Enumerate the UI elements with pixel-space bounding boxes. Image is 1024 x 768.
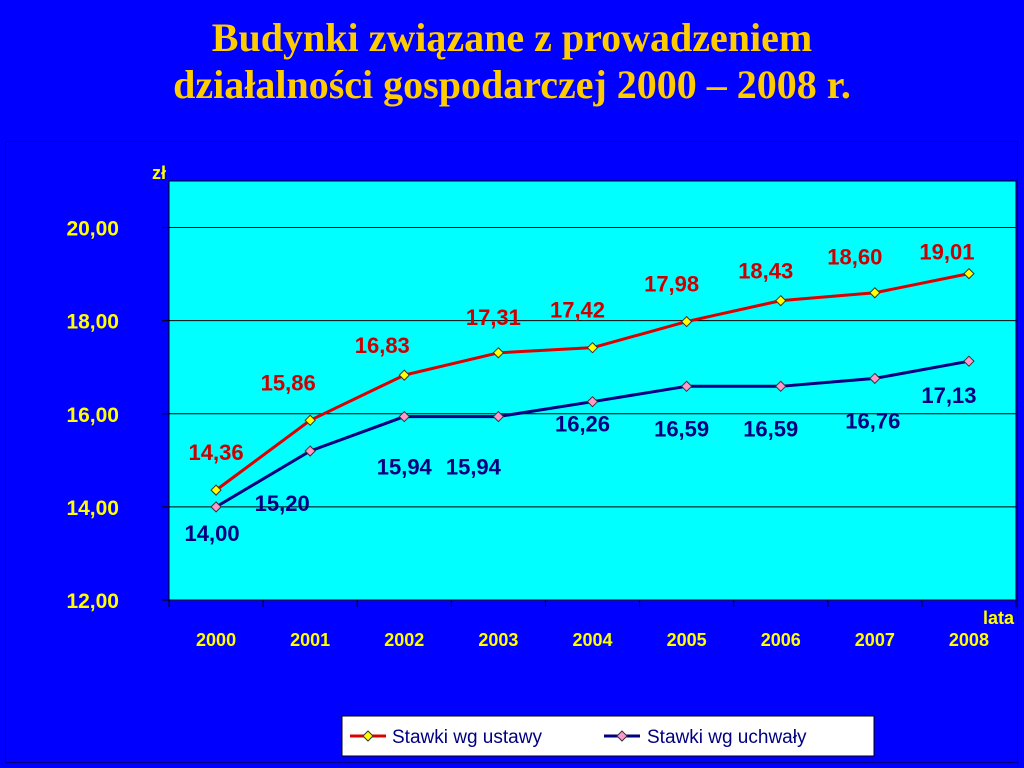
x-tick-label: 2006: [761, 630, 801, 650]
data-label: 16,83: [355, 333, 410, 358]
line-chart: 12,00 14,00 16,00 18,00 20,00 2000 2001 2002 200…: [66, 163, 1017, 757]
data-label: 15,20: [255, 491, 310, 516]
legend-swatch-marker: [616, 730, 628, 742]
slide-title-line-1: Budynki związane z prowadzeniem: [211, 15, 813, 60]
data-label: 15,86: [261, 370, 316, 395]
slide-title: Budynki związane z prowadzeniem działaln…: [0, 14, 1024, 108]
x-axis-unit-label: lata: [983, 608, 1015, 628]
data-point-marker: [775, 294, 787, 307]
data-point-marker: [304, 414, 316, 427]
y-tick-label: 20,00: [66, 218, 119, 241]
x-tick-label: 2008: [949, 630, 989, 650]
data-point-marker: [869, 372, 881, 385]
data-point-marker: [210, 501, 222, 513]
data-point-marker: [398, 410, 410, 423]
slide-title-line-2: działalności gospodarczej 2000 – 2008 r.: [173, 62, 851, 107]
data-point-marker: [963, 355, 975, 367]
data-label: 17,13: [921, 383, 976, 408]
data-point-marker: [586, 395, 599, 408]
y-axis-unit-label: zł: [152, 163, 166, 183]
y-tick-label: 12,00: [66, 590, 119, 613]
data-label: 19,01: [919, 240, 974, 265]
data-label: 17,98: [644, 272, 699, 297]
data-label: 15,94: [377, 455, 433, 480]
data-point-marker: [398, 369, 410, 381]
data-label: 17,31: [466, 305, 521, 330]
data-point-marker: [210, 484, 222, 496]
data-point-marker: [963, 267, 975, 280]
plot-area: [168, 180, 1017, 601]
y-tick-label: 16,00: [66, 404, 119, 427]
data-label: 18,43: [738, 259, 793, 284]
data-point-marker: [586, 341, 599, 354]
x-tick-label: 2000: [196, 630, 236, 650]
data-point-marker: [680, 380, 693, 393]
data-label: 17,42: [550, 298, 605, 323]
data-label: 16,76: [845, 408, 900, 433]
x-tick-label: 2001: [290, 630, 330, 650]
x-tick-label: 2005: [667, 630, 707, 650]
data-label: 16,59: [743, 416, 798, 441]
data-label: 16,59: [654, 416, 709, 441]
x-tick-label: 2004: [572, 630, 612, 650]
legend-entry-label: Stawki wg ustawy: [392, 727, 542, 748]
x-tick-label: 2003: [478, 630, 518, 650]
y-tick-label: 14,00: [66, 497, 119, 520]
x-tick-label: 2007: [855, 630, 895, 650]
legend-swatch-marker: [362, 730, 374, 742]
y-tick-label: 18,00: [66, 311, 119, 334]
data-label: 14,36: [189, 440, 244, 465]
data-label: 16,26: [555, 412, 610, 437]
data-label: 18,60: [827, 245, 882, 270]
chart-frame: 12,00 14,00 16,00 18,00 20,00 2000 2001 2002 200…: [5, 141, 1018, 763]
x-tick-label: 2002: [384, 630, 424, 650]
data-point-marker: [869, 287, 881, 299]
data-point-marker: [492, 347, 505, 359]
data-label: 15,94: [446, 455, 502, 480]
data-point-marker: [492, 410, 505, 423]
data-label: 14,00: [185, 521, 240, 546]
legend-entry-label: Stawki wg uchwały: [647, 727, 807, 748]
data-point-marker: [775, 380, 787, 393]
data-point-marker: [304, 445, 316, 457]
data-point-marker: [680, 315, 693, 328]
